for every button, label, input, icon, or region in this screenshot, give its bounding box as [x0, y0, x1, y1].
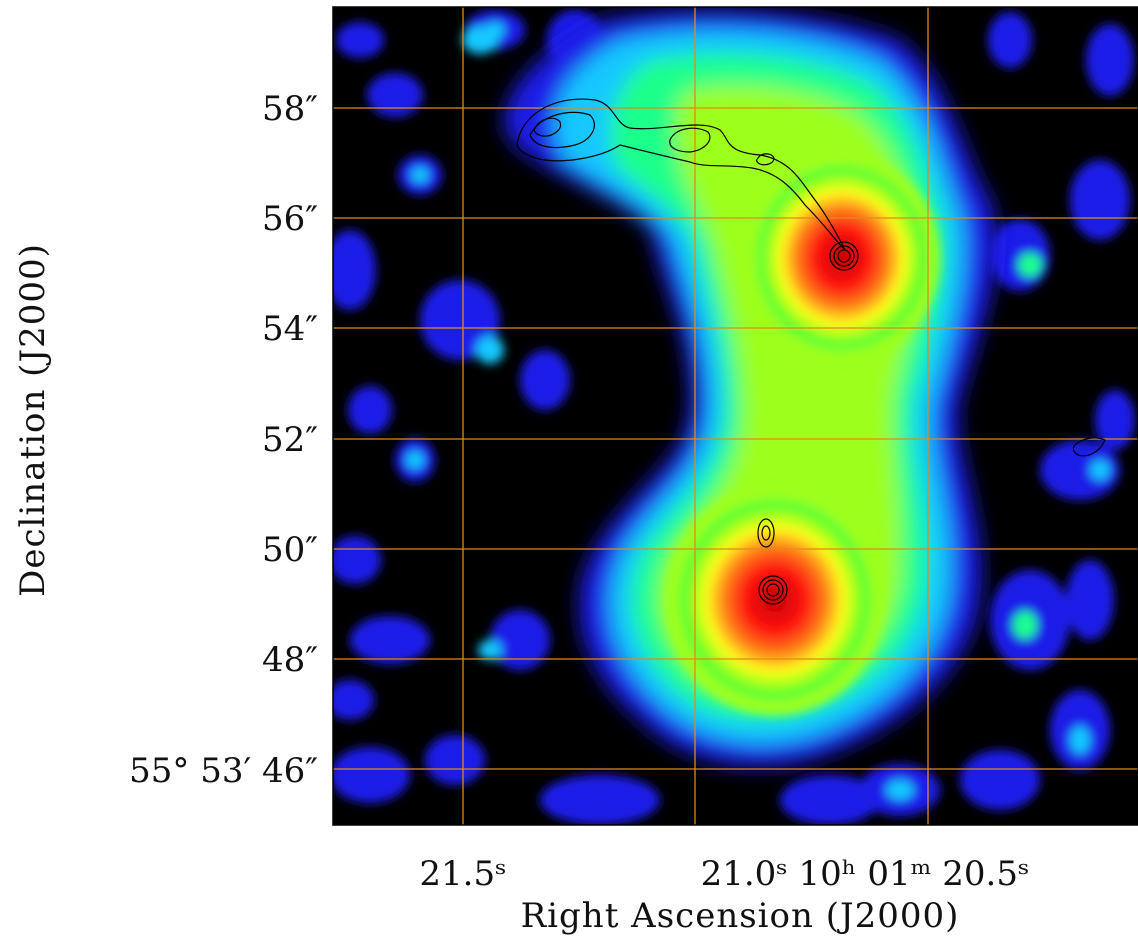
- north-nucleus-contour-2: [833, 245, 855, 267]
- noise-blobs: [333, 10, 1135, 825]
- jet-knot-2: [669, 127, 711, 153]
- south-nucleus-contour-2: [762, 579, 784, 601]
- jet-knot-1: [533, 117, 562, 137]
- south-nucleus-contour-1: [758, 575, 788, 605]
- y-tick-label: 50″: [262, 530, 318, 570]
- edge-contour: [1072, 437, 1106, 457]
- north-nucleus-contour-3: [837, 249, 851, 263]
- north-nucleus-contour-1: [829, 241, 859, 271]
- x-tick-label: 21.5ˢ: [419, 854, 506, 894]
- x-tick-label: 21.0ˢ 10ʰ 01ᵐ 20.5ˢ: [701, 854, 1030, 894]
- jet-knot-3: [756, 153, 775, 166]
- south-knot-contour: [757, 518, 775, 548]
- y-tick-label: 55° 53′ 46″: [129, 751, 318, 791]
- image-panel: [333, 7, 1138, 825]
- south-nucleus-contour-3: [766, 583, 780, 597]
- y-tick-label: 48″: [262, 640, 318, 680]
- y-tick-label: 58″: [262, 89, 318, 129]
- x-axis-ticks: 21.5ˢ 21.0ˢ 10ʰ 01ᵐ 20.5ˢ: [419, 854, 1029, 894]
- y-axis-ticks: 58″ 56″ 54″ 52″ 50″ 48″ 55° 53′ 46″: [129, 89, 318, 791]
- y-tick-label: 52″: [262, 420, 318, 460]
- south-knot-contour-inner: [761, 525, 771, 541]
- panel-frame: [332, 6, 1138, 826]
- y-tick-label: 56″: [262, 199, 318, 239]
- y-axis-title: Declination (J2000): [13, 243, 53, 597]
- coordinate-grid: [333, 7, 1138, 825]
- x-axis-title: Right Ascension (J2000): [521, 896, 960, 936]
- radio-contours: [516, 98, 1106, 605]
- northern-core: [744, 153, 940, 363]
- y-tick-label: 54″: [262, 309, 318, 349]
- jet-contour-inner: [529, 111, 595, 149]
